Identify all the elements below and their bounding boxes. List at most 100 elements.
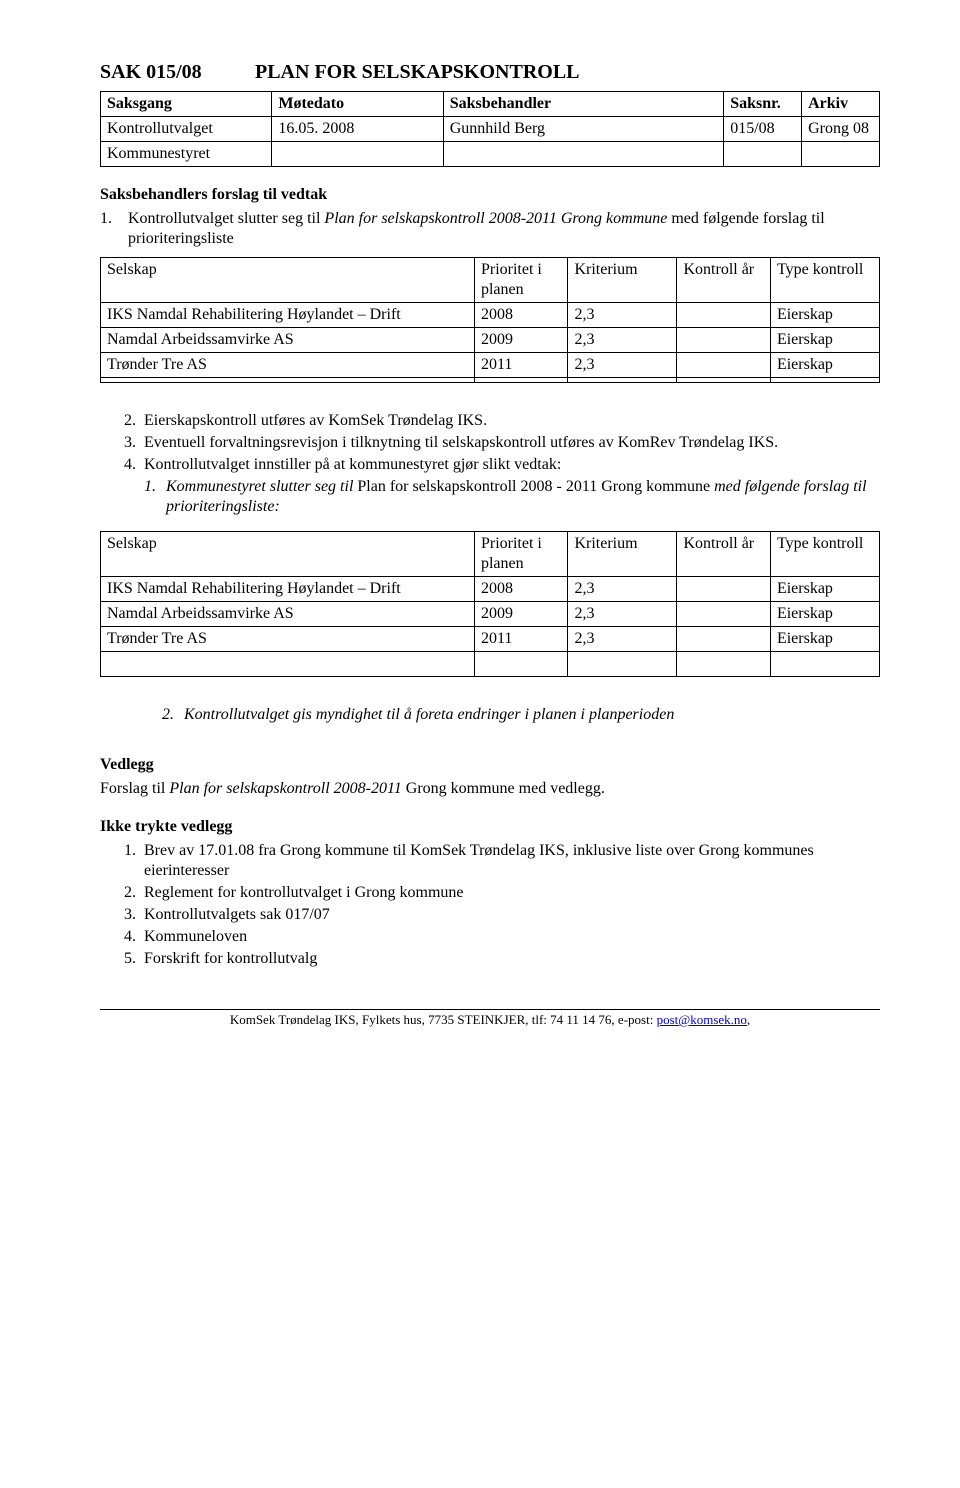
ikke-trykte-list: Brev av 17.01.08 fra Grong kommune til K…	[100, 841, 880, 969]
cell: Eierskap	[770, 328, 879, 353]
cell	[443, 142, 723, 167]
vedlegg-text: Forslag til Plan for selskapskontroll 20…	[100, 779, 880, 799]
cell: Eierskap	[770, 627, 879, 652]
cell	[272, 142, 443, 167]
cell	[677, 353, 770, 378]
footer-email-link[interactable]: post@komsek.no	[657, 1012, 747, 1027]
list-item: Reglement for kontrollutvalget i Grong k…	[140, 883, 880, 903]
col-header: Saksgang	[101, 92, 272, 117]
cell: 2008	[474, 303, 567, 328]
cell	[677, 577, 770, 602]
vedlegg-title: Vedlegg	[100, 755, 880, 775]
cell: Eierskap	[770, 353, 879, 378]
table-row: IKS Namdal Rehabilitering Høylandet – Dr…	[101, 303, 880, 328]
cell: Eierskap	[770, 602, 879, 627]
col-header: Kontroll år	[677, 532, 770, 577]
cell: Kontrollutvalget	[101, 117, 272, 142]
page-footer: KomSek Trøndelag IKS, Fylkets hus, 7735 …	[100, 1009, 880, 1028]
cell: 015/08	[724, 117, 802, 142]
cell	[677, 627, 770, 652]
table-row	[101, 652, 880, 677]
col-header: Type kontroll	[770, 532, 879, 577]
col-header: Prioritet i planen	[474, 258, 567, 303]
cell	[802, 142, 880, 167]
cell	[677, 378, 770, 383]
cell	[568, 378, 677, 383]
cell: 2,3	[568, 328, 677, 353]
vedlegg-pre: Forslag til	[100, 780, 169, 797]
cell	[677, 328, 770, 353]
table-row: Selskap Prioritet i planen Kriterium Kon…	[101, 258, 880, 303]
cell: 2,3	[568, 303, 677, 328]
col-header: Saksbehandler	[443, 92, 723, 117]
col-header: Møtedato	[272, 92, 443, 117]
cell	[101, 378, 475, 383]
cell: 2,3	[568, 577, 677, 602]
cell	[677, 303, 770, 328]
col-header: Type kontroll	[770, 258, 879, 303]
list-item: Eventuell forvaltningsrevisjon i tilknyt…	[140, 433, 880, 453]
p4-text: Kontrollutvalget innstiller på at kommun…	[144, 456, 561, 473]
cell: Eierskap	[770, 303, 879, 328]
cell: 2009	[474, 328, 567, 353]
col-header: Kriterium	[568, 532, 677, 577]
list-item: Forskrift for kontrollutvalg	[140, 949, 880, 969]
table-row: Kontrollutvalget 16.05. 2008 Gunnhild Be…	[101, 117, 880, 142]
vedlegg-it: Plan for selskapskontroll 2008-2011	[169, 780, 405, 797]
cell: 16.05. 2008	[272, 117, 443, 142]
cell: Kommunestyret	[101, 142, 272, 167]
cell: Trønder Tre AS	[101, 353, 475, 378]
list-item: Eierskapskontroll utføres av KomSek Trøn…	[140, 411, 880, 431]
cell: IKS Namdal Rehabilitering Høylandet – Dr…	[101, 303, 475, 328]
col-header: Kontroll år	[677, 258, 770, 303]
ikke-trykte-title: Ikke trykte vedlegg	[100, 817, 880, 837]
cell: Eierskap	[770, 577, 879, 602]
table-row: Kommunestyret	[101, 142, 880, 167]
table-row: Selskap Prioritet i planen Kriterium Kon…	[101, 532, 880, 577]
selskap-table-1: Selskap Prioritet i planen Kriterium Kon…	[100, 257, 880, 383]
p4-1-mid: Plan for selskapskontroll 2008 - 2011	[357, 478, 601, 495]
cell	[724, 142, 802, 167]
sak-number: SAK 015/08	[100, 60, 250, 85]
cell: Grong 08	[802, 117, 880, 142]
vedlegg-post: Grong kommune med vedlegg.	[406, 780, 605, 797]
list-item: Kontrollutvalget innstiller på at kommun…	[140, 455, 880, 517]
cell	[474, 378, 567, 383]
forslag-title: Saksbehandlers forslag til vedtak	[100, 185, 880, 205]
p1-pre: Kontrollutvalget slutter seg til	[128, 210, 324, 227]
saksgang-table: Saksgang Møtedato Saksbehandler Saksnr. …	[100, 91, 880, 167]
cell	[474, 652, 567, 677]
cell: 2,3	[568, 602, 677, 627]
cell: 2008	[474, 577, 567, 602]
page-header: SAK 015/08 PLAN FOR SELSKAPSKONTROLL	[100, 60, 880, 85]
table-row	[101, 378, 880, 383]
col-header: Selskap	[101, 532, 475, 577]
cell: IKS Namdal Rehabilitering Høylandet – Dr…	[101, 577, 475, 602]
selskap-table-2: Selskap Prioritet i planen Kriterium Kon…	[100, 531, 880, 677]
col-header: Kriterium	[568, 258, 677, 303]
cell: Gunnhild Berg	[443, 117, 723, 142]
point-1: 1. Kontrollutvalget slutter seg til Plan…	[100, 209, 880, 249]
cell	[677, 602, 770, 627]
cell: 2,3	[568, 627, 677, 652]
col-header: Saksnr.	[724, 92, 802, 117]
table-row: Trønder Tre AS 2011 2,3 Eierskap	[101, 627, 880, 652]
col-header: Arkiv	[802, 92, 880, 117]
col-header: Prioritet i planen	[474, 532, 567, 577]
footer-text: KomSek Trøndelag IKS, Fylkets hus, 7735 …	[230, 1012, 657, 1027]
p4-1-post: Grong kommune	[601, 478, 714, 495]
cell	[770, 378, 879, 383]
cell: Trønder Tre AS	[101, 627, 475, 652]
page-title: PLAN FOR SELSKAPSKONTROLL	[255, 61, 580, 83]
sub-point-2: Kontrollutvalget gis myndighet til å for…	[184, 705, 674, 725]
table-row: Trønder Tre AS 2011 2,3 Eierskap	[101, 353, 880, 378]
cell: 2,3	[568, 353, 677, 378]
footer-tail: ,	[747, 1012, 750, 1027]
cell: 2009	[474, 602, 567, 627]
list-item: Brev av 17.01.08 fra Grong kommune til K…	[140, 841, 880, 881]
list-item: Kommuneloven	[140, 927, 880, 947]
points-list: Eierskapskontroll utføres av KomSek Trøn…	[100, 411, 880, 517]
cell	[770, 652, 879, 677]
p4-1-pre: Kommunestyret slutter seg til	[166, 478, 357, 495]
p1-italic: Plan for selskapskontroll 2008-2011 Gron…	[324, 210, 667, 227]
